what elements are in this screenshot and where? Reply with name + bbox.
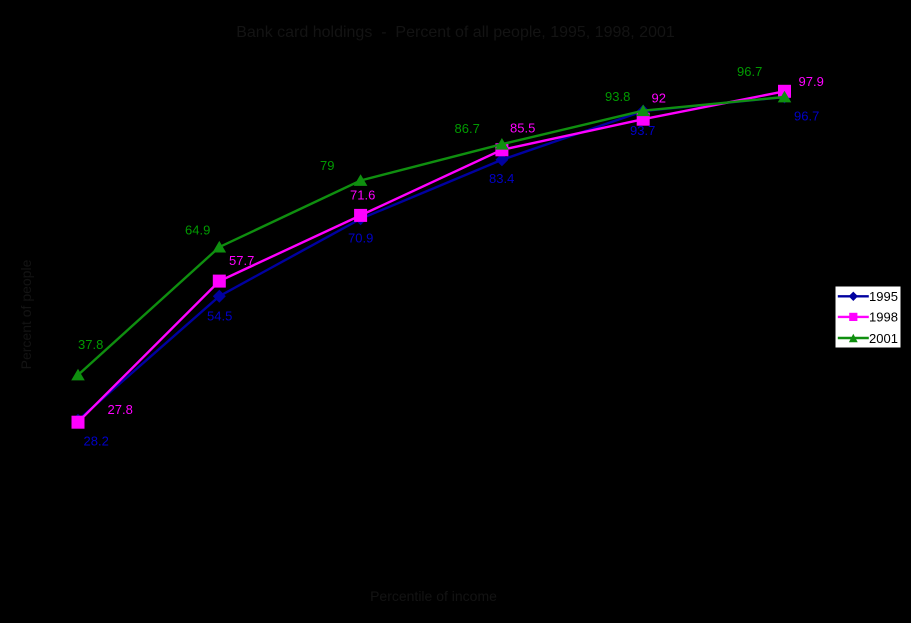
svg-text:1995: 1995 [869, 289, 898, 304]
svg-text:64.9: 64.9 [185, 222, 210, 237]
svg-text:93.7: 93.7 [630, 123, 655, 138]
svg-text:Bank card holdings - Percent: Bank card holdings - Percent of all peop… [236, 24, 675, 41]
svg-text:96.7: 96.7 [737, 64, 762, 79]
svg-text:92: 92 [652, 91, 666, 106]
svg-text:Percentile of income: Percentile of income [370, 588, 497, 604]
svg-text:57.7: 57.7 [229, 253, 254, 268]
svg-text:2001: 2001 [869, 331, 898, 346]
svg-text:83.4: 83.4 [489, 171, 514, 186]
svg-text:27.8: 27.8 [108, 402, 133, 417]
svg-text:54.5: 54.5 [207, 309, 232, 324]
svg-text:Percent of people: Percent of people [18, 259, 34, 369]
svg-text:79: 79 [320, 158, 334, 173]
svg-text:97.9: 97.9 [799, 74, 824, 89]
svg-text:85.5: 85.5 [510, 121, 535, 136]
svg-text:70.9: 70.9 [348, 231, 373, 246]
svg-text:71.6: 71.6 [350, 188, 375, 203]
svg-text:37.8: 37.8 [78, 337, 103, 352]
svg-text:96.7: 96.7 [794, 109, 819, 124]
svg-text:86.7: 86.7 [455, 121, 480, 136]
svg-text:93.8: 93.8 [605, 89, 630, 104]
svg-text:1998: 1998 [869, 310, 898, 325]
svg-text:28.2: 28.2 [84, 434, 109, 449]
